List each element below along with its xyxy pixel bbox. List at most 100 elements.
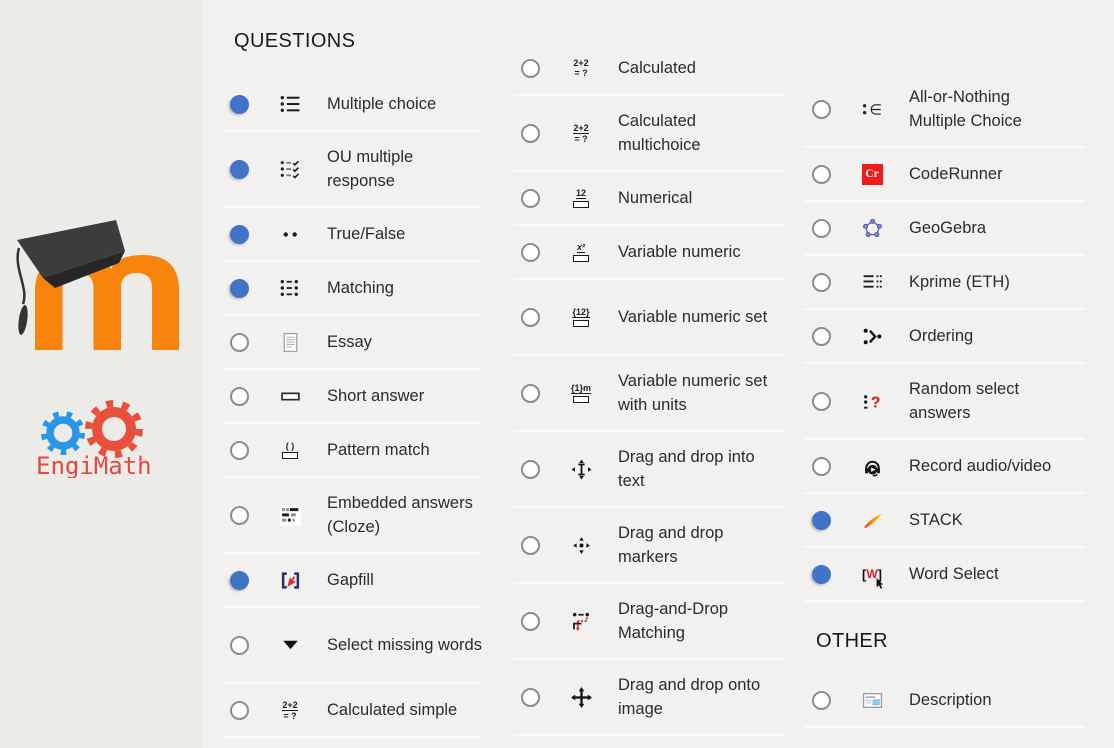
question-type-label: Select missing words — [327, 636, 482, 654]
question-type-label: STACK — [909, 511, 963, 529]
radio-button[interactable] — [521, 383, 540, 403]
question-type-row[interactable]: Short answer — [222, 370, 482, 424]
question-type-row[interactable]: Select missing words — [222, 608, 482, 684]
radio-button[interactable] — [812, 99, 831, 119]
questions-column-2: 2+2 = ? Calculated 2+2 = ? Calculated mult… — [513, 42, 785, 736]
question-type-row[interactable]: Ordering — [804, 310, 1085, 364]
radio-button[interactable] — [521, 535, 540, 555]
question-type-row[interactable]: STACK — [804, 494, 1085, 548]
question-type-row[interactable]: Gapfill — [222, 554, 482, 608]
radio-button[interactable] — [812, 456, 831, 476]
radio-button[interactable] — [521, 687, 540, 707]
radio-button[interactable] — [521, 611, 540, 631]
branding-panel: EngiMath — [0, 0, 201, 748]
question-type-label: Word Select — [909, 565, 999, 583]
radio-button[interactable] — [521, 459, 540, 479]
question-type-row[interactable]: 2+2 = ? Calculated — [513, 42, 785, 96]
question-type-label: Kprime (ETH) — [909, 273, 1010, 291]
cloze-icon — [277, 505, 303, 526]
question-type-row[interactable]: 12 Numerical — [513, 172, 785, 226]
drag-drop-markers-icon — [568, 535, 594, 556]
question-type-row[interactable]: ∈ All-or-Nothing Multiple Choice — [804, 72, 1085, 148]
radio-button[interactable] — [812, 510, 831, 530]
questions-header: QUESTIONS — [234, 30, 356, 52]
question-type-label: Drag and drop onto image — [618, 676, 761, 718]
question-type-label: Pattern match — [327, 441, 430, 459]
radio-button[interactable] — [521, 242, 540, 262]
radio-button[interactable] — [230, 332, 249, 352]
radio-button[interactable] — [521, 123, 540, 143]
question-type-row[interactable]: 2+2 = ? Calculated multichoice — [513, 96, 785, 172]
question-type-row[interactable]: Multiple choice — [222, 78, 482, 132]
question-type-row[interactable]: Matching — [222, 262, 482, 316]
question-type-row[interactable]: Drag-and-Drop Matching — [513, 584, 785, 660]
question-type-row[interactable]: Record audio/video — [804, 440, 1085, 494]
question-type-row[interactable]: [W] Word Select — [804, 548, 1085, 602]
question-type-row[interactable]: GeoGebra — [804, 202, 1085, 256]
question-type-row[interactable]: OU multiple response — [222, 132, 482, 208]
svg-text:∈: ∈ — [869, 102, 882, 118]
question-type-label: Drag-and-Drop Matching — [618, 600, 729, 642]
radio-button[interactable] — [230, 278, 249, 298]
question-type-row[interactable]: Drag and drop into text — [513, 432, 785, 508]
radio-button[interactable] — [230, 570, 249, 590]
question-type-row[interactable]: Description — [804, 674, 1085, 728]
radio-button[interactable] — [521, 307, 540, 327]
kprime-icon — [859, 272, 885, 293]
question-type-label: Drag and drop markers — [618, 524, 724, 566]
radio-button[interactable] — [812, 326, 831, 346]
question-type-label: Ordering — [909, 327, 974, 345]
question-type-row[interactable]: 2+2 = ? Calculated simple — [222, 684, 482, 738]
question-type-row[interactable]: {12} Variable numeric set — [513, 280, 785, 356]
question-type-row[interactable]: True/False — [222, 208, 482, 262]
radio-button[interactable] — [521, 58, 540, 78]
radio-button[interactable] — [230, 700, 249, 720]
drag-drop-text-icon — [568, 459, 594, 480]
question-type-label: Calculated simple — [327, 701, 458, 719]
radio-button[interactable] — [521, 188, 540, 208]
radio-button[interactable] — [230, 635, 249, 655]
radio-button[interactable] — [812, 564, 831, 584]
question-type-row[interactable]: {1}m Variable numeric set with units — [513, 356, 785, 432]
radio-button[interactable] — [812, 690, 831, 710]
calculated-multichoice-icon: 2+2 = ? — [573, 122, 589, 144]
radio-button[interactable] — [230, 440, 249, 460]
question-type-row[interactable]: Kprime (ETH) — [804, 256, 1085, 310]
calculated-simple-icon: 2+2 = ? — [282, 699, 298, 721]
question-type-row[interactable]: ( ) Pattern match — [222, 424, 482, 478]
question-type-label: Drag and drop into text — [618, 448, 755, 490]
stack-icon — [859, 510, 885, 531]
question-type-label: Calculated — [618, 59, 696, 77]
description-icon — [859, 690, 885, 711]
radio-button[interactable] — [812, 164, 831, 184]
question-type-row[interactable]: Embedded answers (Cloze) — [222, 478, 482, 554]
select-missing-words-icon — [277, 635, 303, 656]
question-type-row[interactable]: Cr CodeRunner — [804, 148, 1085, 202]
question-type-label: GeoGebra — [909, 219, 987, 237]
question-type-label: Random select answers — [909, 380, 1020, 422]
question-type-label: Variable numeric set with units — [618, 372, 768, 414]
variable-numeric-set-icon: {12} — [568, 307, 594, 327]
radio-button[interactable] — [812, 272, 831, 292]
radio-button[interactable] — [230, 94, 249, 114]
all-or-nothing-icon: ∈ — [859, 99, 885, 120]
radio-button[interactable] — [230, 159, 249, 179]
radio-button[interactable] — [230, 224, 249, 244]
question-type-row[interactable]: Drag and drop onto image — [513, 660, 785, 736]
radio-button[interactable] — [812, 391, 831, 411]
radio-button[interactable] — [230, 386, 249, 406]
radio-button[interactable] — [812, 218, 831, 238]
question-type-row[interactable]: x² Variable numeric — [513, 226, 785, 280]
other-header: OTHER — [816, 630, 888, 652]
question-type-row[interactable]: Essay — [222, 316, 482, 370]
ou-multiple-response-icon — [277, 159, 303, 180]
question-type-label: Calculated multichoice — [618, 112, 701, 154]
question-type-row[interactable]: Drag and drop markers — [513, 508, 785, 584]
question-type-label: Multiple choice — [327, 95, 437, 113]
question-type-row[interactable]: ? Random select answers — [804, 364, 1085, 440]
radio-button[interactable] — [230, 505, 249, 525]
word-select-icon: [W] — [859, 567, 885, 589]
essay-icon — [277, 332, 303, 353]
pattern-match-icon: ( ) — [277, 441, 303, 460]
